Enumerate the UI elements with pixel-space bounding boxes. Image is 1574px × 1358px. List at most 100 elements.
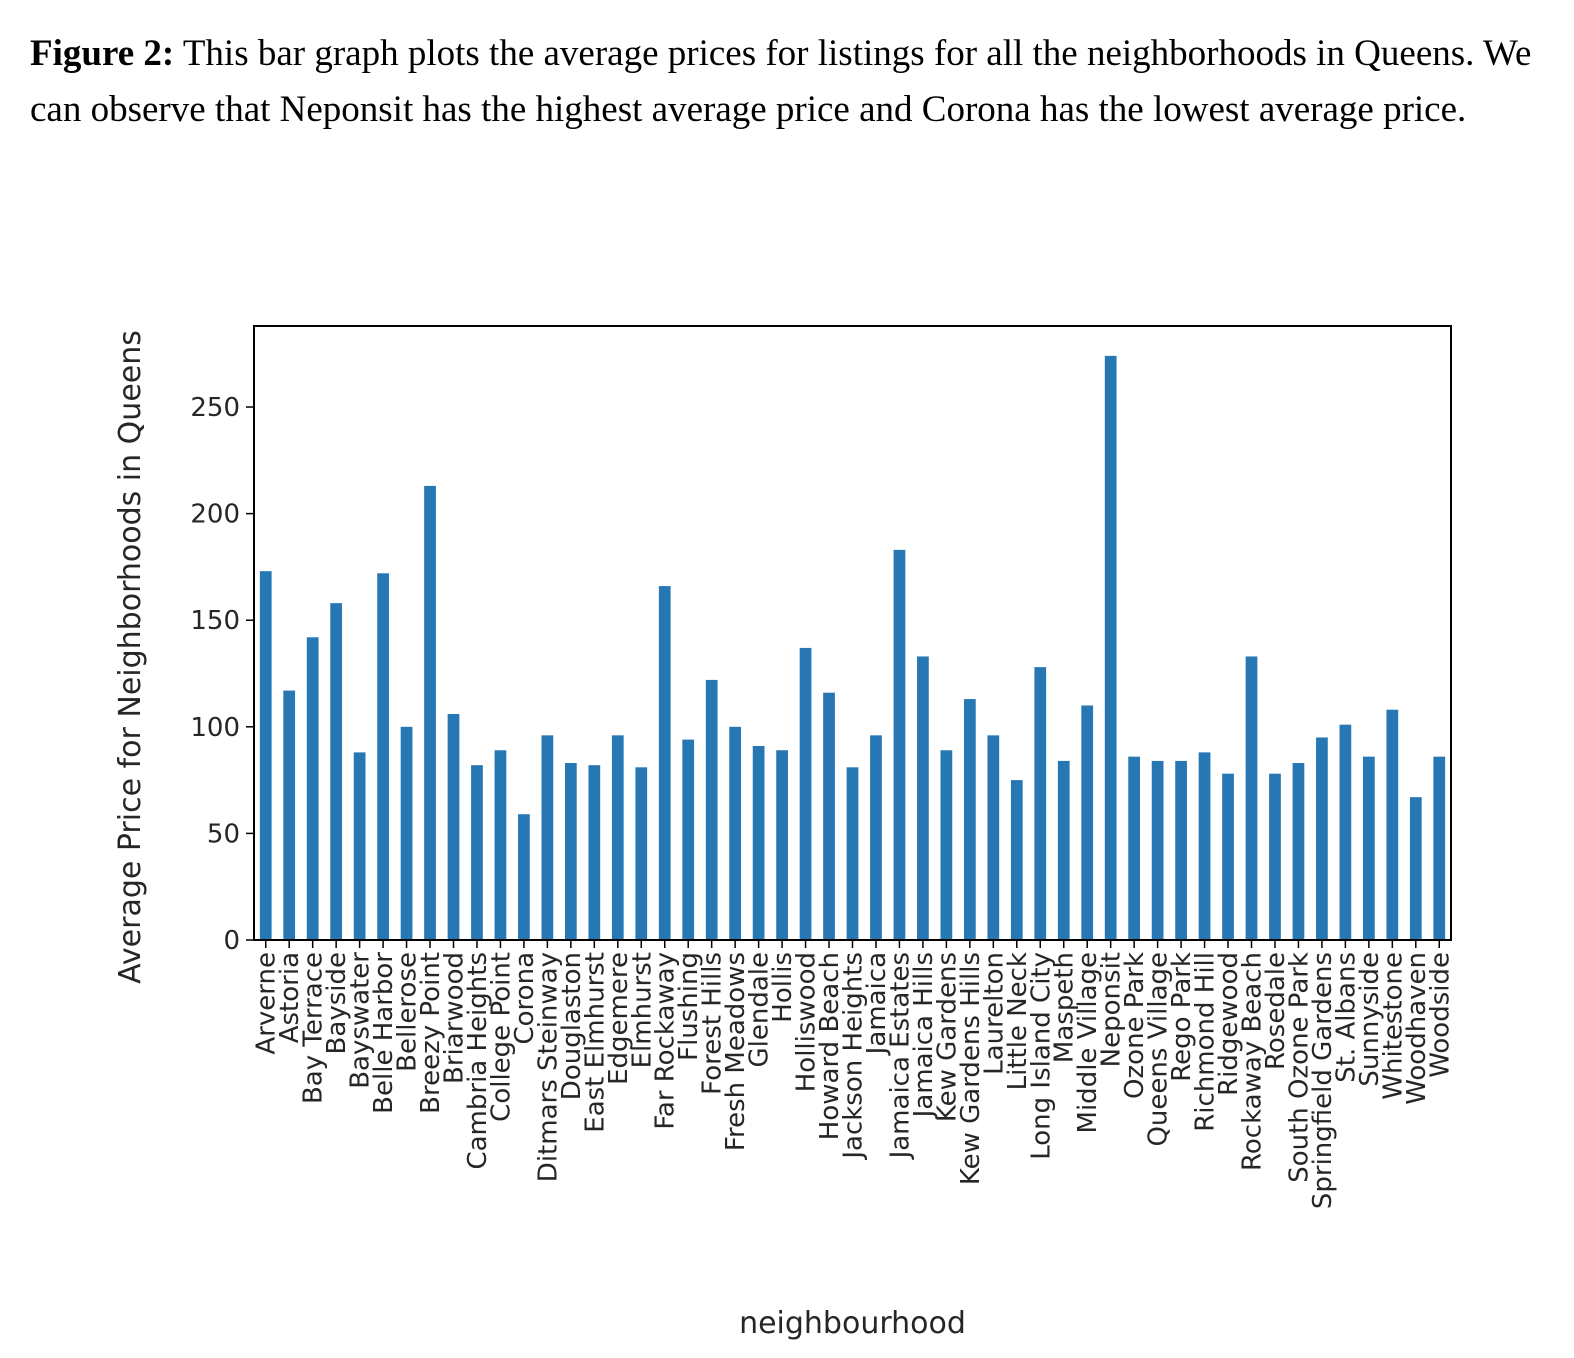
x-tick-label: Briarwood [440,952,470,1084]
bar-whitestone [1386,709,1399,940]
y-tick-label: 150 [190,606,240,636]
bar-ozone-park [1128,756,1141,940]
x-tick-label: Belle Harbor [369,952,399,1114]
x-tick-label: Bellerose [393,952,423,1072]
bar-howard-beach [823,692,835,940]
bar-jamaica-estates [893,549,906,940]
bar-springfield-gardens [1316,737,1328,940]
bar-jackson-heights [846,767,859,940]
x-tick-label: Richmond Hill [1191,952,1221,1132]
x-tick-label: Rego Park [1167,952,1197,1082]
bar-forest-hills [705,679,718,940]
x-tick-label: Long Island City [1026,952,1056,1160]
x-tick-label: St. Albans [1331,952,1361,1083]
bar-little-neck [1010,780,1023,940]
bar-jamaica [870,735,882,940]
bar-woodhaven [1409,797,1422,940]
x-tick-label: Ozone Park [1120,952,1150,1099]
bar-arverne [259,571,272,940]
x-tick-label: Rosedale [1261,952,1291,1070]
y-axis: 0 50 100 150 200 250 [190,393,254,956]
bar-jamaica-hills [917,656,929,940]
x-axis-label: neighbourhood [739,1306,966,1341]
x-tick-label: Springfield Gardens [1308,952,1338,1209]
bars-group [259,355,1446,940]
x-tick-label: Howard Beach [815,952,845,1140]
bar-neponsit [1104,355,1117,940]
x-tick-label: East Elmhurst [580,952,610,1133]
x-tick-label: Douglaston [557,952,587,1100]
figure-caption: Figure 2: This bar graph plots the avera… [30,26,1550,138]
x-tick-label: College Point [486,952,516,1122]
x-tick-label: Rockaway Beach [1238,952,1268,1171]
bar-laurelton [987,735,1000,940]
bar-bellerose [400,726,413,940]
x-tick-label: Breezy Point [416,952,446,1114]
bar-ditmars-steinway [541,735,554,940]
bar-belle-harbor [377,573,389,940]
bar-corona [518,814,530,940]
x-tick-label: Maspeth [1050,952,1080,1063]
bar-kew-gardens [940,750,953,940]
bar-long-island-city [1034,667,1047,940]
caption-text: This bar graph plots the average prices … [30,33,1532,130]
bar-cambria-heights [471,765,483,940]
x-tick-label: Middle Village [1073,952,1103,1133]
x-tick-label: Arverne [252,952,282,1055]
x-tick-label: Woodhaven [1402,952,1432,1105]
y-tick-label: 100 [190,713,240,743]
bar-astoria [283,690,296,940]
x-tick-label: Woodside [1425,952,1455,1078]
bar-flushing [682,739,695,940]
bar-edgemere [611,735,624,940]
x-tick-label: Edgemere [604,952,634,1085]
figure-label: Figure 2: [30,33,175,74]
bar-far-rockaway [658,586,671,940]
bar-rego-park [1175,760,1187,940]
bar-elmhurst [635,767,648,940]
x-tick-label: Laurelton [979,952,1009,1075]
bar-college-point [494,750,507,940]
x-tick-label: Queens Village [1144,952,1174,1147]
bar-ridgewood [1222,773,1234,940]
x-tick-label: Corona [510,952,540,1045]
bar-queens-village [1151,760,1164,940]
x-tick-label: Ridgewood [1214,952,1244,1096]
bar-breezy-point [424,485,436,940]
x-tick-label: Bay Terrace [299,952,329,1104]
bar-bayside [330,603,343,940]
bar-st-albans [1339,724,1352,940]
bar-woodside [1433,756,1446,940]
bar-holliswood [799,647,812,940]
bar-briarwood [447,714,460,940]
x-tick-label: Sunnyside [1355,952,1385,1087]
bar-middle-village [1081,705,1094,940]
x-tick-label: Ditmars Steinway [533,952,563,1182]
x-tick-label: Kew Gardens Hills [956,952,986,1185]
bar-south-ozone-park [1292,763,1305,940]
bar-bayswater [353,752,366,940]
bar-sunnyside [1362,756,1375,940]
x-tick-label: Whitestone [1378,952,1408,1100]
x-tick-label: Glendale [745,952,775,1068]
bar-rosedale [1269,773,1281,940]
x-tick-label: Cambria Heights [463,952,493,1170]
x-tick-label: Holliswood [792,952,822,1092]
x-tick-label: Bayswater [346,952,376,1089]
x-tick-label: Jackson Heights [839,952,869,1161]
x-tick-label: Elmhurst [627,952,657,1068]
bar-fresh-meadows [729,726,742,940]
x-tick-label: Neponsit [1097,952,1127,1067]
y-axis-label: Average Price for Neighborhoods in Queen… [113,330,148,984]
bar-glendale [752,745,765,940]
y-tick-label: 200 [190,500,240,530]
x-tick-label: Hollis [768,952,798,1023]
bar-richmond-hill [1198,752,1211,940]
bar-kew-gardens-hills [963,699,976,940]
x-tick-label: Jamaica Estates [885,952,915,1160]
bar-east-elmhurst [588,765,601,940]
x-tick-label: Flushing [674,952,704,1061]
x-tick-label: Jamaica [862,952,892,1056]
